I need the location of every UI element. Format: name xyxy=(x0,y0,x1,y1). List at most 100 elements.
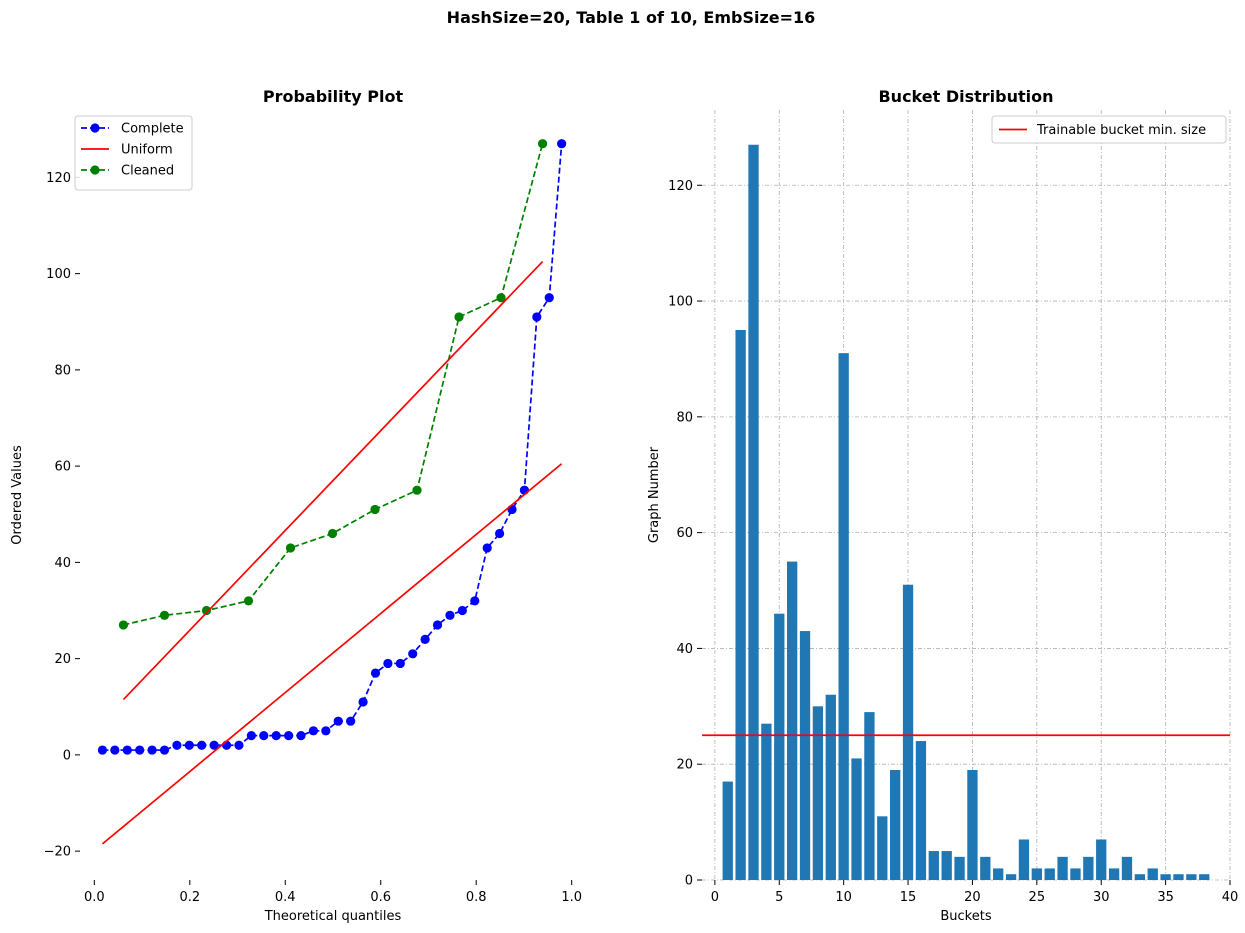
fit-line xyxy=(122,261,544,701)
bucket-bar xyxy=(967,770,978,880)
bucket-bar xyxy=(890,770,901,880)
bucket-bar xyxy=(1031,868,1042,880)
x-tick-label: 25 xyxy=(1029,890,1046,905)
x-tick-label: 0.0 xyxy=(84,890,105,905)
x-tick-label: 1.0 xyxy=(561,890,582,905)
complete-point xyxy=(470,596,480,606)
legend-complete-marker xyxy=(90,123,100,133)
probability-plot-ylabel: Ordered Values xyxy=(10,445,25,545)
complete-point xyxy=(370,668,381,678)
complete-point xyxy=(197,740,207,750)
cleaned-point xyxy=(243,596,254,606)
complete-point xyxy=(346,716,356,726)
probability-plot-xlabel: Theoretical quantiles xyxy=(264,909,402,924)
cleaned-point xyxy=(201,605,212,616)
x-tick-label: 20 xyxy=(964,890,981,905)
complete-point xyxy=(532,312,542,322)
bucket-bar xyxy=(735,330,746,880)
bucket-bar xyxy=(1070,868,1081,880)
y-tick-label: 20 xyxy=(676,758,693,773)
probability-plot-title: Probability Plot xyxy=(263,87,404,106)
x-tick-label: 10 xyxy=(835,890,852,905)
bucket-bar xyxy=(851,758,862,880)
complete-point xyxy=(445,610,455,620)
complete-point xyxy=(408,649,418,659)
x-tick-label: 40 xyxy=(1222,890,1239,905)
legend-uniform-label: Uniform xyxy=(121,143,173,158)
bucket-bar xyxy=(941,851,952,880)
probability-plot-series xyxy=(97,139,567,845)
complete-point xyxy=(259,731,269,741)
legend-cleaned-label: Cleaned xyxy=(121,164,174,179)
x-tick-label: 0.4 xyxy=(275,890,296,905)
probability-plot-legend: Complete Uniform Cleaned xyxy=(74,115,193,191)
complete-point xyxy=(395,658,405,669)
bucket-distribution-ticks: 0 5 10 15 20 25 30 35 40 0 20 40 60 80 100 120 xyxy=(668,179,1238,905)
bucket-bar xyxy=(748,144,759,881)
y-tick-label: 80 xyxy=(54,363,71,378)
complete-point xyxy=(159,745,170,755)
x-tick-label: 30 xyxy=(1093,890,1110,905)
y-tick-label: −20 xyxy=(44,845,71,860)
cleaned-point xyxy=(412,485,422,495)
bucket-bar xyxy=(1083,856,1094,880)
bucket-bar xyxy=(722,781,733,880)
bucket-bar xyxy=(1044,868,1055,880)
bucket-distribution-axes: Bucket Distribution Buckets Graph Number… xyxy=(647,87,1238,924)
legend-box xyxy=(991,115,1227,144)
complete-point xyxy=(271,731,281,741)
complete-point xyxy=(321,726,331,736)
bucket-distribution-title: Bucket Distribution xyxy=(878,87,1053,106)
complete-point xyxy=(494,528,505,539)
complete-point xyxy=(172,740,182,750)
cleaned-point xyxy=(118,620,129,630)
cleaned-point xyxy=(496,293,506,303)
legend-box xyxy=(74,115,193,191)
complete-point xyxy=(383,658,393,669)
legend-cleaned-marker xyxy=(90,165,100,175)
y-tick-label: 40 xyxy=(54,556,71,571)
probability-plot-axes: Probability Plot Theoretical quantiles O… xyxy=(10,87,582,924)
cleaned-point xyxy=(537,139,548,149)
complete-point xyxy=(507,504,517,515)
cleaned-point xyxy=(285,543,296,553)
x-tick-label: 0 xyxy=(711,890,719,905)
y-tick-label: 60 xyxy=(54,460,71,475)
cleaned-point xyxy=(454,312,464,322)
bucket-bar xyxy=(1147,868,1158,880)
bucket-bar xyxy=(1121,856,1133,880)
bucket-bar xyxy=(1160,874,1171,880)
cleaned-line xyxy=(123,143,544,626)
complete-point xyxy=(333,716,343,726)
bucket-bar xyxy=(1018,839,1030,880)
uniform-line xyxy=(101,463,563,845)
bucket-bar xyxy=(902,584,914,880)
y-tick-label: 20 xyxy=(54,652,71,667)
bucket-bar xyxy=(980,856,991,880)
y-tick-label: 80 xyxy=(676,410,693,425)
complete-point xyxy=(110,745,120,755)
legend-threshold-label: Trainable bucket min. size xyxy=(1036,123,1206,138)
complete-point xyxy=(544,293,554,303)
bucket-bar xyxy=(915,741,927,880)
bucket-distribution-xlabel: Buckets xyxy=(940,909,991,924)
bucket-bar xyxy=(1186,874,1197,880)
complete-point xyxy=(308,726,319,736)
complete-point xyxy=(457,605,467,616)
y-tick-label: 120 xyxy=(668,179,693,194)
complete-point xyxy=(358,697,368,707)
complete-point xyxy=(519,485,530,495)
bucket-bar xyxy=(1005,874,1017,880)
bucket-bar xyxy=(761,723,772,880)
y-tick-label: 120 xyxy=(46,171,71,186)
bucket-bar xyxy=(812,706,824,880)
y-tick-label: 0 xyxy=(685,874,693,889)
bucket-bar xyxy=(786,561,798,880)
x-tick-label: 35 xyxy=(1157,890,1174,905)
y-tick-label: 0 xyxy=(63,748,71,763)
figure-title: HashSize=20, Table 1 of 10, EmbSize=16 xyxy=(447,8,816,27)
complete-point xyxy=(284,731,294,741)
bucket-bar xyxy=(954,856,965,880)
bucket-distribution-bars xyxy=(702,144,1230,881)
